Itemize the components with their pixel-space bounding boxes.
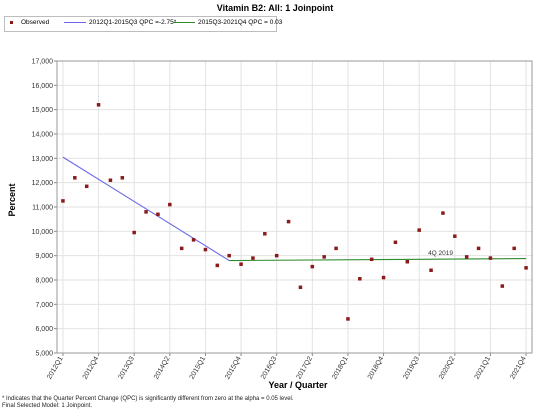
x-tick-labels: 2012Q1 2012Q4 2013Q3 2014Q2 2015Q1 2015Q4 2016…	[46, 355, 528, 380]
x-tick-label: 2018Q1	[331, 355, 350, 380]
observed-point	[512, 246, 516, 251]
observed-points	[61, 103, 528, 321]
y-tick-label: 12,000	[32, 180, 54, 187]
observed-point	[215, 263, 220, 268]
observed-point	[322, 255, 326, 259]
segment-2-line-swatch	[173, 21, 195, 23]
x-tick-label: 2015Q1	[189, 355, 208, 380]
x-tick-label: 2012Q4	[82, 355, 101, 380]
y-tick-label: 6,000	[35, 326, 53, 333]
observed-point	[453, 234, 457, 238]
y-tick-label: 10,000	[32, 229, 54, 236]
y-tick-label: 8,000	[35, 278, 53, 285]
observed-marker-swatch	[10, 20, 13, 24]
observed-point	[203, 247, 208, 252]
x-tick-label: 2021Q4	[509, 355, 528, 380]
x-tick-label: 2012Q1	[46, 355, 65, 380]
observed-point	[334, 246, 338, 251]
observed-point	[310, 264, 315, 269]
y-tick-label: 9,000	[35, 253, 53, 260]
joinpoint-annotation: 4Q 2019	[428, 250, 453, 257]
gridlines	[57, 60, 532, 354]
legend-label-observed: Observed	[21, 19, 50, 26]
observed-point	[251, 256, 255, 260]
y-tick-labels: 5,000 6,000 7,000 8,000 9,000 10,000 11,000 12,…	[32, 59, 54, 358]
observed-point	[73, 176, 77, 180]
trend-line-segment-1	[62, 156, 230, 262]
observed-point	[488, 256, 493, 260]
observed-point	[179, 246, 184, 251]
observed-point	[120, 176, 125, 180]
observed-point	[441, 211, 445, 215]
observed-point	[263, 232, 267, 236]
y-axis-title: Percent	[7, 183, 17, 216]
observed-point	[227, 253, 231, 258]
y-tick-label: 14,000	[32, 132, 54, 139]
observed-point	[369, 257, 374, 262]
observed-point	[239, 262, 243, 266]
trend-line-segment-2	[229, 258, 527, 262]
legend-item-observed: Observed	[10, 19, 49, 26]
observed-point	[96, 103, 101, 107]
x-tick-label: 2014Q2	[153, 355, 172, 380]
legend-item-segment-1: 2012Q1-2015Q3 QPC =-2.75*	[64, 19, 176, 26]
trend-lines	[62, 156, 527, 262]
y-tick-label: 15,000	[32, 107, 54, 114]
observed-point	[298, 285, 303, 290]
observed-point	[464, 255, 469, 259]
legend-item-segment-2: 2015Q3-2021Q4 QPC = 0.03	[173, 19, 282, 26]
observed-point	[286, 219, 291, 224]
footnote-significance: * Indicates that the Quarter Percent Cha…	[2, 396, 294, 402]
y-tick-label: 17,000	[32, 59, 54, 66]
observed-point	[381, 275, 386, 280]
x-tick-label: 2015Q4	[224, 355, 243, 380]
y-tick-label: 16,000	[32, 83, 54, 90]
observed-point	[191, 238, 196, 242]
observed-point	[144, 210, 148, 214]
axes	[54, 60, 533, 356]
y-tick-label: 13,000	[32, 156, 54, 163]
observed-point	[156, 212, 160, 217]
observed-point	[346, 317, 350, 321]
x-tick-label: 2016Q3	[260, 355, 279, 380]
footnote-model: Final Selected Model: 1 Joinpoint.	[2, 403, 93, 409]
x-tick-label: 2018Q4	[367, 355, 386, 380]
observed-point	[417, 228, 421, 232]
legend: Observed 2012Q1-2015Q3 QPC =-2.75* 2015Q…	[4, 16, 282, 32]
y-tick-label: 7,000	[35, 302, 53, 309]
observed-point	[429, 268, 433, 273]
y-tick-label: 11,000	[32, 205, 53, 212]
observed-point	[108, 178, 113, 182]
observed-point	[358, 277, 362, 281]
x-tick-label: 2013Q3	[117, 355, 136, 380]
footnote: * Indicates that the Quarter Percent Cha…	[2, 396, 294, 410]
observed-point	[168, 202, 172, 207]
x-axis-title: Year / Quarter	[268, 380, 328, 390]
y-tick-label: 5,000	[35, 351, 53, 358]
x-tick-label: 2021Q1	[474, 355, 493, 380]
observed-point	[405, 260, 410, 264]
observed-point	[524, 266, 528, 270]
segment-1-line-swatch	[64, 21, 86, 23]
observed-point	[274, 253, 279, 258]
observed-point	[476, 246, 481, 251]
chart-title: Vitamin B2: All: 1 Joinpoint	[216, 3, 334, 13]
legend-label-segment-1: 2012Q1-2015Q3 QPC =-2.75*	[89, 19, 177, 26]
observed-point	[61, 199, 65, 203]
observed-point	[84, 184, 89, 189]
annotations: 4Q 2019	[428, 250, 453, 257]
x-tick-label: 2019Q3	[402, 355, 421, 380]
observed-point	[393, 240, 398, 245]
x-tick-label: 2020Q2	[438, 355, 457, 380]
observed-point	[500, 284, 505, 288]
observed-point	[132, 230, 136, 235]
legend-label-segment-2: 2015Q3-2021Q4 QPC = 0.03	[198, 19, 283, 26]
x-tick-label: 2017Q2	[296, 355, 315, 380]
plot-border	[56, 60, 533, 354]
